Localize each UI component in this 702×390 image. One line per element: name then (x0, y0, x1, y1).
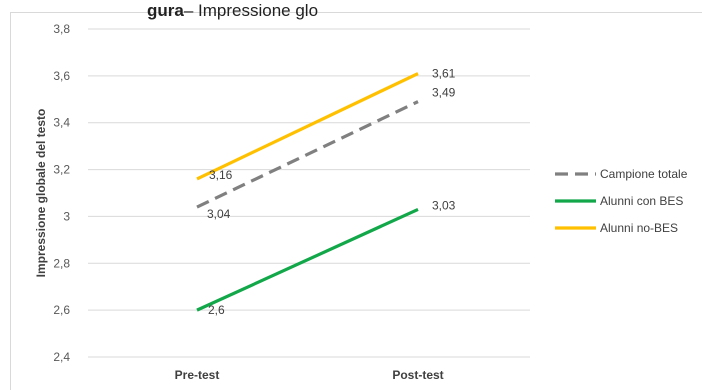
series-line (196, 100, 419, 209)
y-tick-label: 3,6 (53, 69, 70, 83)
x-tick-label: Pre-test (175, 368, 220, 382)
chart-caption: gura– Impressione glo (147, 1, 318, 21)
legend-label: Alunni no-BES (600, 221, 678, 235)
chart-frame: gura– Impressione glo (10, 1, 702, 390)
legend-label: Campione totale (600, 167, 688, 181)
series-line (196, 207, 419, 312)
y-tick-label: 2,8 (53, 256, 70, 270)
data-label: 3,04 (207, 207, 231, 221)
data-label: 3,16 (209, 168, 233, 182)
y-tick-label: 3,2 (53, 163, 70, 177)
y-tick-label: 3,8 (53, 22, 70, 36)
legend-label: Alunni con BES (600, 194, 683, 208)
data-label: 2,6 (208, 303, 225, 317)
y-tick-label: 3 (63, 209, 70, 223)
data-label: 3,49 (432, 86, 456, 100)
caption-bold: gura (147, 1, 184, 20)
data-label: 3,03 (432, 198, 456, 212)
y-axis-title: Impressione globale del testo (34, 109, 48, 278)
y-tick-label: 3,4 (53, 116, 70, 130)
data-label: 3,61 (432, 67, 456, 81)
x-tick-label: Post-test (392, 368, 443, 382)
caption-rest: – Impressione glo (183, 1, 319, 20)
y-tick-label: 2,4 (53, 350, 70, 364)
series-line (196, 72, 419, 181)
y-tick-label: 2,6 (53, 303, 70, 317)
